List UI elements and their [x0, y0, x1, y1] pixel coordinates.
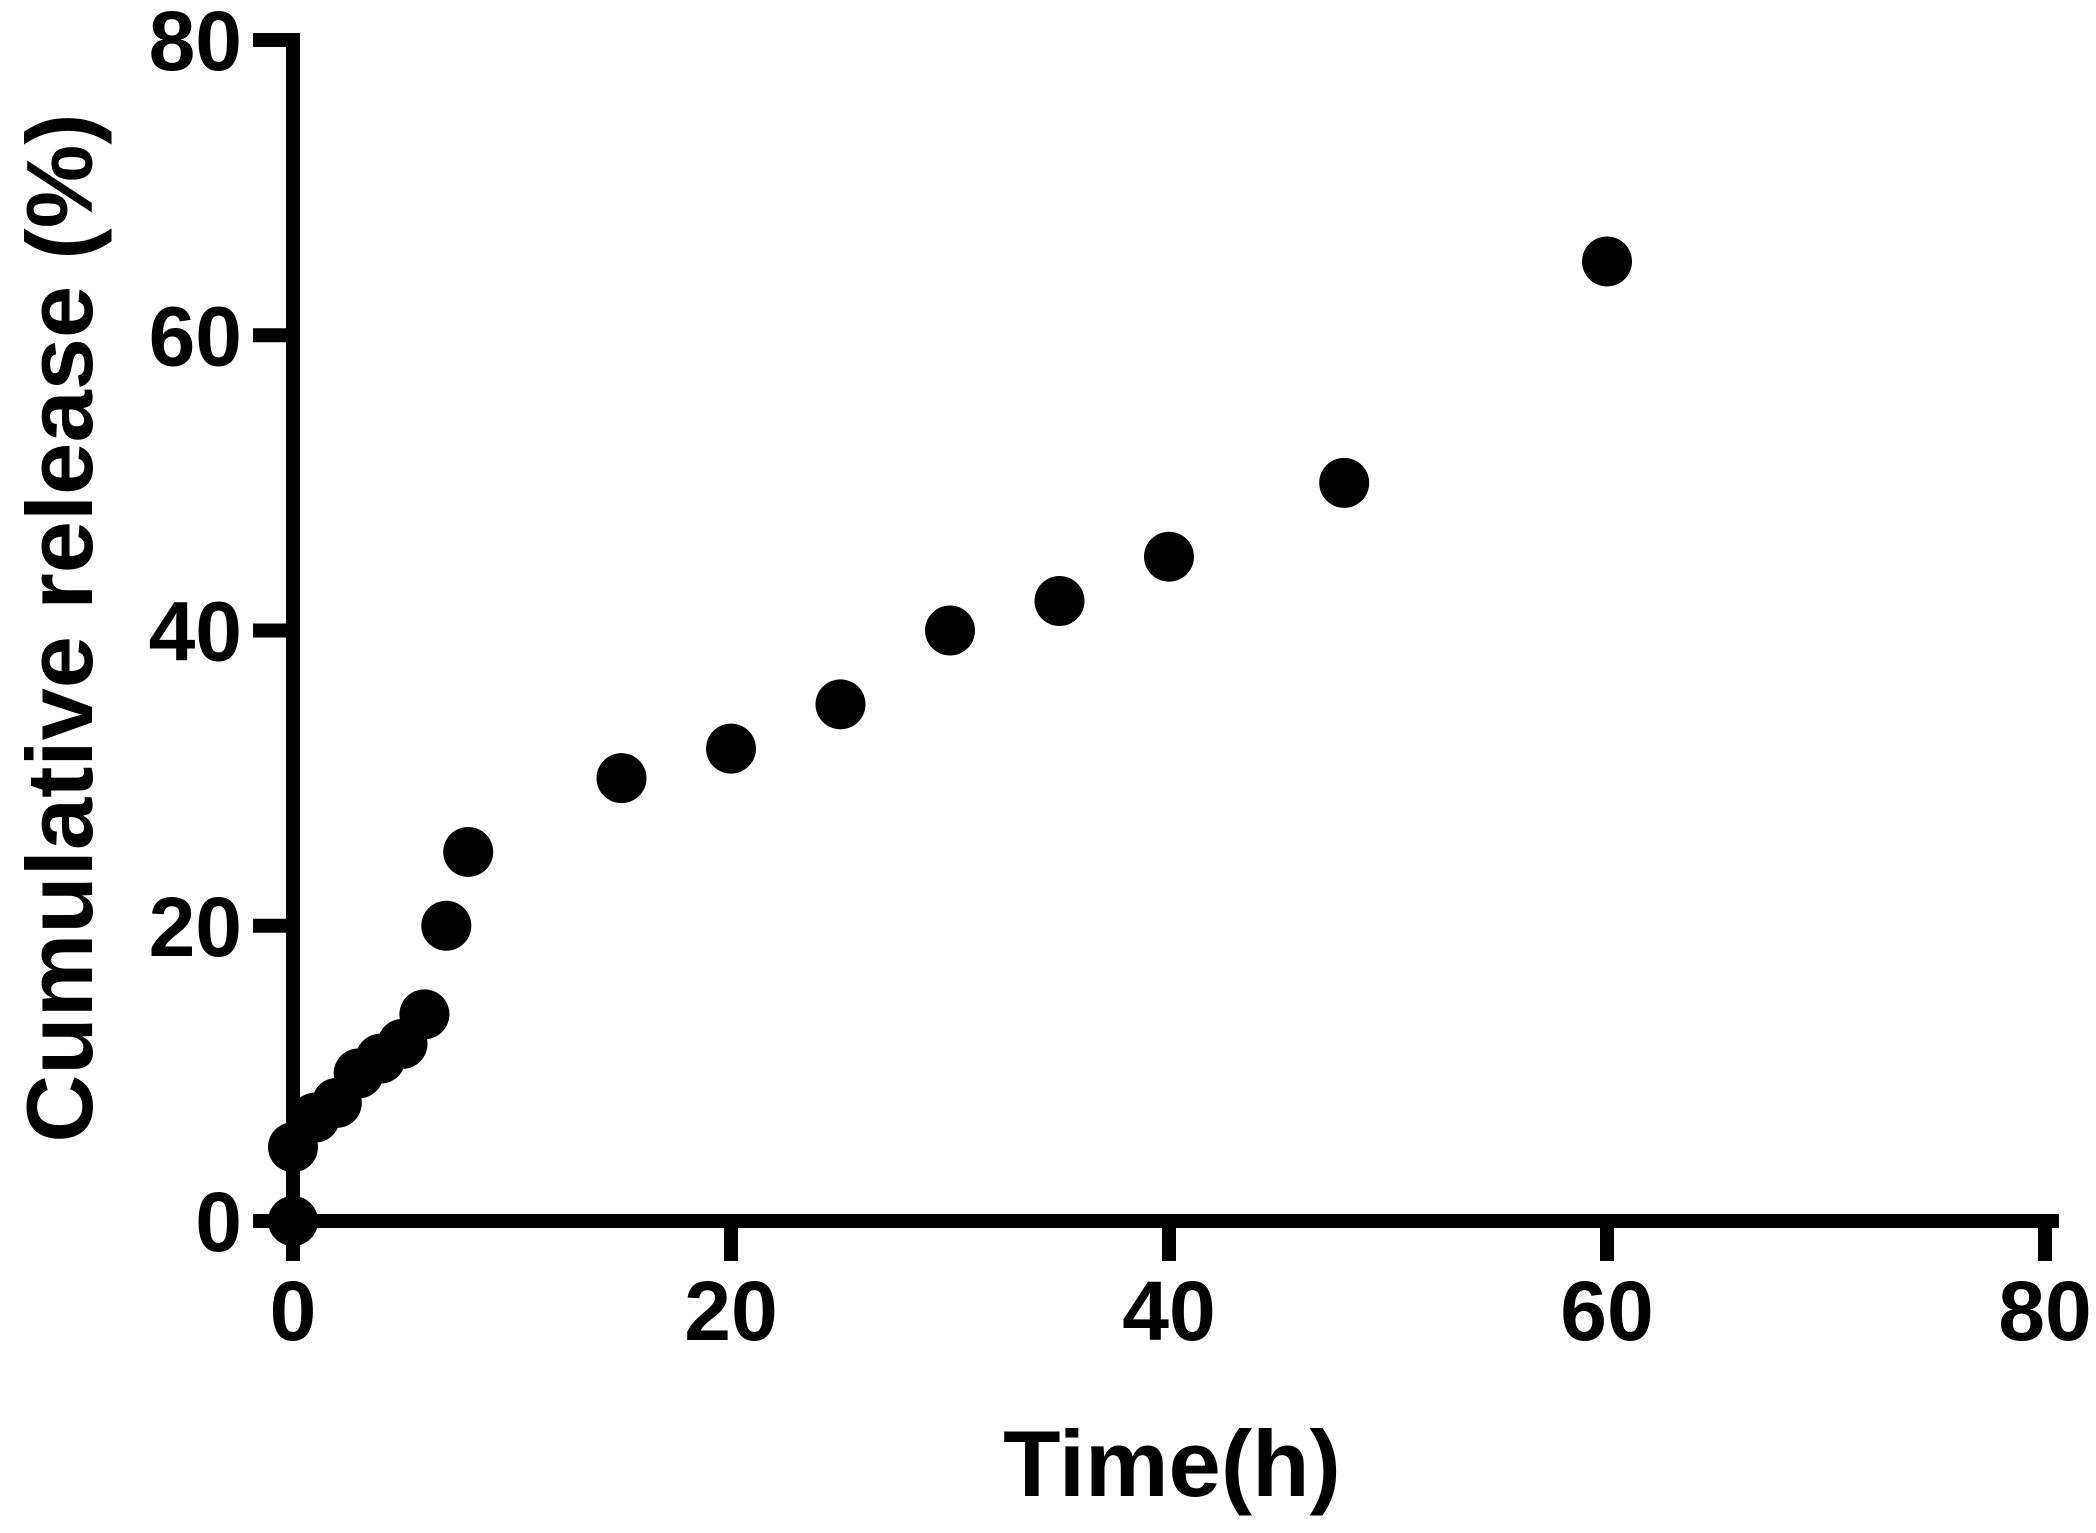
tick-labels: 0 20 40 60 80 0 20 40 60 80 [149, 0, 2092, 1358]
data-point-0-9 [443, 826, 494, 877]
x-tick-label-4: 80 [1998, 1264, 2091, 1358]
y-tick-label-4: 80 [149, 0, 242, 88]
ticks [253, 33, 2052, 1261]
data-point-0-12 [815, 679, 866, 730]
y-tick-label-0: 0 [195, 1175, 242, 1269]
y-tick-label-3: 60 [149, 289, 242, 383]
y-axis-title: Cumulative release (%) [7, 113, 112, 1142]
x-tick-label-1: 20 [684, 1264, 777, 1358]
x-axis-title: Time(h) [1003, 1411, 1341, 1516]
x-tick-label-0: 0 [270, 1264, 317, 1358]
axes [286, 33, 2059, 1228]
data-points [268, 236, 1632, 1246]
data-point-0-8 [421, 900, 472, 951]
data-point-0-17 [1582, 236, 1632, 287]
x-tick-label-2: 40 [1122, 1264, 1215, 1358]
data-point-0-0 [268, 1196, 318, 1246]
data-point-0-15 [1144, 531, 1194, 582]
x-tick-label-3: 60 [1560, 1264, 1653, 1358]
y-tick-label-2: 40 [149, 585, 242, 679]
y-tick-label-1: 20 [149, 880, 242, 974]
data-point-0-7 [399, 989, 450, 1040]
data-point-0-10 [596, 753, 647, 804]
data-point-0-13 [925, 605, 975, 656]
data-point-0-14 [1034, 575, 1085, 626]
data-point-0-11 [706, 723, 756, 774]
data-point-0-16 [1319, 457, 1370, 508]
